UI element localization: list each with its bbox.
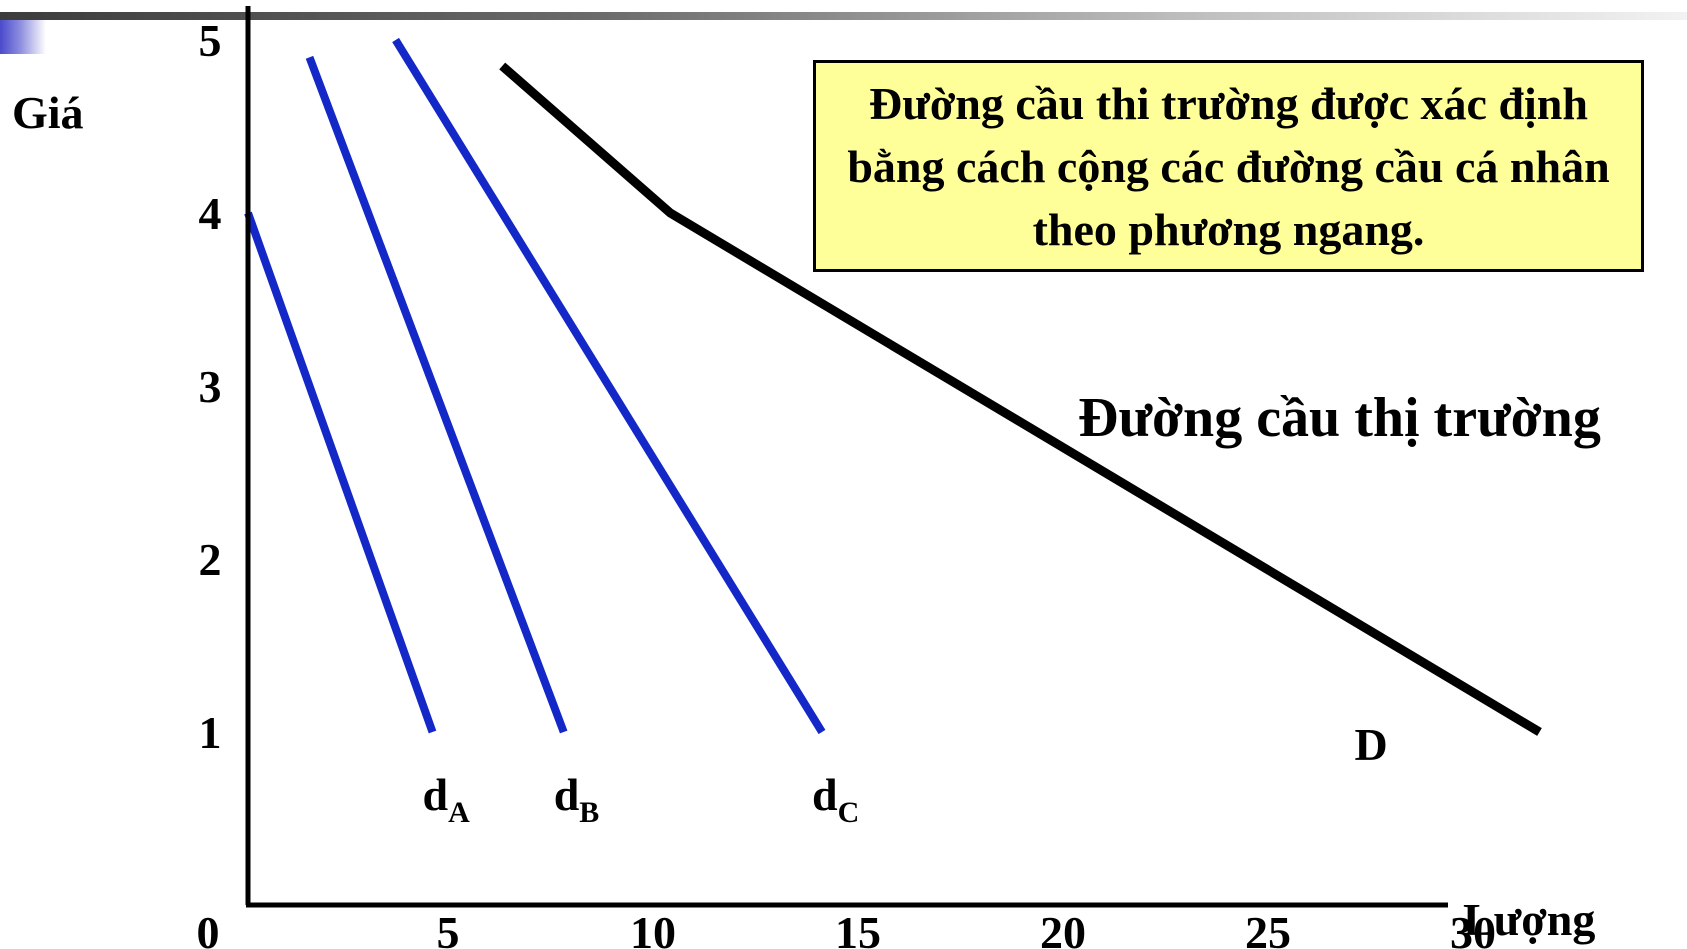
x-tick-label: 30 (1450, 907, 1496, 949)
y-tick-label: 5 (199, 15, 222, 66)
curve-label-d-a: dA (423, 769, 471, 829)
y-tick-labels: 1 2 3 4 5 (199, 15, 222, 758)
curve-labels: dA dB dC D (423, 719, 1388, 829)
x-tick-label: 5 (437, 907, 460, 949)
series-line-market-d (499, 62, 1542, 736)
x-axis-label: Lượng (1463, 894, 1595, 945)
x-tick-label: 15 (835, 907, 881, 949)
explanation-text: Đường cầu thi trường được xác định bằng … (847, 77, 1610, 255)
title-bar-rule (0, 12, 1687, 20)
curve-label-market-d: D (1355, 719, 1388, 770)
market-demand-label: Đường cầu thị trường (1078, 387, 1601, 449)
series-line-d-b (305, 55, 568, 734)
curve-label-d-c: dC (812, 769, 859, 829)
y-axis-label: Giá (12, 87, 84, 138)
y-tick-label: 1 (199, 707, 222, 758)
x-tick-label: 25 (1245, 907, 1291, 949)
corner-decoration (0, 20, 46, 54)
series-line-d-a (244, 211, 437, 734)
curves-layer (244, 37, 1542, 736)
series-line-d-c (392, 37, 826, 735)
y-tick-label: 2 (199, 534, 222, 585)
x-tick-label: 10 (630, 907, 676, 949)
x-tick-labels: 0 5 10 15 20 25 30 (197, 907, 1497, 949)
x-tick-label: 0 (197, 907, 220, 949)
y-tick-label: 4 (199, 188, 222, 239)
x-tick-label: 20 (1040, 907, 1086, 949)
curve-label-d-b: dB (554, 769, 600, 829)
y-tick-label: 3 (199, 361, 222, 412)
explanation-note: Đường cầu thi trường được xác định bằng … (813, 60, 1644, 272)
